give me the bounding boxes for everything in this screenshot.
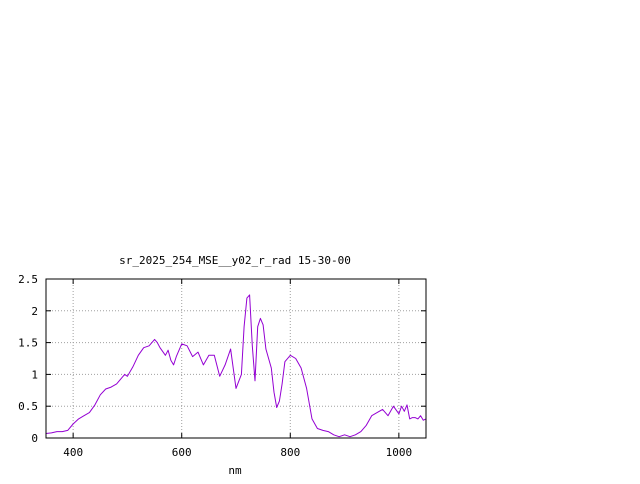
- y-tick-label: 0.5: [18, 400, 38, 413]
- x-tick-label: 600: [172, 446, 192, 459]
- x-tick-labels: 400 600 800 1000: [63, 446, 412, 459]
- plot-border: [45, 278, 427, 439]
- chart-title: sr_2025_254_MSE__y02_r_rad 15-30-00: [119, 254, 351, 267]
- x-tick-label: 800: [280, 446, 300, 459]
- axis-layer: [45, 278, 427, 439]
- y-tick-labels: 0 0.5 1 1.5 2 2.5: [18, 273, 38, 445]
- y-tick-label: 1.5: [18, 337, 38, 350]
- y-tick-label: 2: [31, 305, 38, 318]
- data-layer: [45, 294, 427, 438]
- y-tick-label: 1: [31, 368, 38, 381]
- y-tick-label: 2.5: [18, 273, 38, 286]
- y-tick-label: 0: [31, 432, 38, 445]
- x-tick-label: 1000: [386, 446, 413, 459]
- x-tick-label: 400: [63, 446, 83, 459]
- x-axis-label: nm: [228, 464, 242, 477]
- series-line: [45, 294, 427, 438]
- grid-layer: [46, 279, 426, 438]
